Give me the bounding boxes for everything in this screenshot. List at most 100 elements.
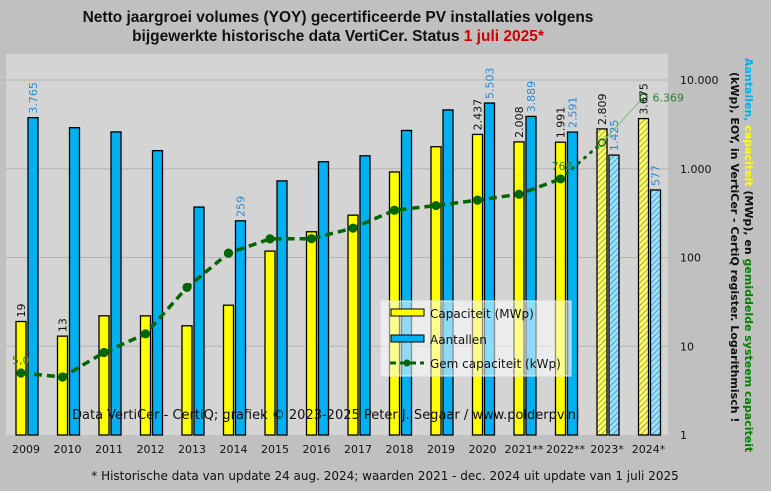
- x-tick-label: 2011: [95, 443, 123, 456]
- data-label: 3.675: [638, 83, 651, 115]
- avg-line-dotted-segment: [559, 141, 604, 181]
- credit-text: Data VertiCer - CertiQ; grafiek © 2023-2…: [72, 408, 580, 423]
- bar-capacity-2010: [56, 335, 69, 436]
- data-label: 259: [235, 196, 248, 217]
- avg-marker: [389, 205, 400, 215]
- x-tick-label: 2009: [12, 443, 40, 456]
- x-tick-label: 2010: [54, 443, 82, 456]
- data-label: 2.437: [472, 99, 485, 131]
- bar-count-2018: [400, 129, 413, 436]
- avg-line-thin-segment: [601, 97, 644, 143]
- legend-swatch-capacity: [390, 308, 425, 317]
- y-axis-ticks: 1 10 100 1.000 10.000: [680, 74, 719, 442]
- y-axis-title-line2: (kWp), EOY, in VertiCer - CertiQ registe…: [728, 72, 741, 422]
- bars: [15, 102, 662, 436]
- x-tick-label: 2012: [137, 443, 165, 456]
- x-tick-label: 2018: [386, 443, 414, 456]
- avg-marker: [140, 329, 151, 339]
- data-label: 3.765: [27, 82, 40, 114]
- bar-capacity-2016: [305, 231, 318, 436]
- avg-marker: [555, 174, 566, 184]
- bar-capacity-2024*: [637, 117, 650, 436]
- bar-count-2023*: [608, 154, 620, 436]
- chart-title-line2-text: bijgewerkte historische data VertiCer. S…: [132, 28, 464, 45]
- bar-capacity-2015: [264, 250, 276, 436]
- y-axis-title-line1: Aantallen, capaciteit (MWp), en gemiddel…: [742, 58, 755, 452]
- bar-count-2017: [359, 155, 371, 436]
- avg-marker: [597, 138, 607, 147]
- bar-capacity-2022**: [554, 141, 567, 436]
- data-label: 577: [650, 165, 663, 186]
- bar-capacity-2019: [430, 146, 442, 436]
- data-label: 2.008: [513, 106, 526, 138]
- bar-capacity-2013: [181, 325, 193, 436]
- y-tick-label: 1: [680, 429, 687, 442]
- chart-title-status-date: 1 juli 2025*: [464, 28, 545, 45]
- avg-marker: [16, 368, 26, 378]
- y-tick-label: 1.000: [680, 163, 712, 176]
- y-title-part-avg: gemiddelde systeem capaciteit: [742, 259, 755, 453]
- avg-line-segment: [20, 177, 562, 379]
- data-label: 3.889: [525, 81, 538, 113]
- y-tick-label: 100: [680, 252, 701, 265]
- bar-capacity-2009: [15, 320, 27, 436]
- bar-capacity-2023*: [596, 128, 608, 436]
- y-title-part-count: Aantallen,: [742, 58, 755, 125]
- avg-marker: [431, 200, 441, 211]
- avg-marker: [223, 248, 234, 258]
- x-tick-label: 2014: [220, 443, 248, 456]
- bar-count-2013: [193, 206, 205, 436]
- avg-marker: [306, 234, 317, 244]
- x-tick-label: 2019: [427, 443, 455, 456]
- avg-marker: [472, 195, 483, 205]
- bar-count-2020: [483, 102, 496, 436]
- bar-count-2019: [442, 109, 454, 436]
- x-tick-label: 2023*: [590, 443, 624, 456]
- legend-label-capacity: Capaciteit (MWp): [430, 307, 534, 321]
- x-tick-label: 2016: [303, 443, 331, 456]
- bar-count-2010: [68, 127, 81, 436]
- chart-title-line1: Netto jaargroei volumes (YOY) gecertific…: [83, 9, 594, 26]
- legend-marker-avg: [403, 359, 411, 367]
- avg-capacity-line: [16, 93, 648, 382]
- data-label: 2.809: [596, 93, 609, 125]
- legend: Capaciteit (MWp) Aantallen Gem capacitei…: [380, 300, 572, 377]
- chart-title-line2: bijgewerkte historische data VertiCer. S…: [132, 28, 545, 45]
- x-axis-ticks: 2009 2010 2011 2012 2013 2014 2015 2016 2017 2018…: [12, 443, 666, 456]
- data-label: 2.591: [567, 97, 580, 129]
- y-title-part-units: (MWp), en: [742, 190, 755, 258]
- data-label: 19: [15, 304, 28, 318]
- avg-data-label: 6.369: [653, 91, 685, 104]
- bar-count-2011: [110, 131, 122, 436]
- y-tick-label: 10.000: [680, 74, 719, 87]
- avg-data-label: 5,0: [12, 354, 30, 367]
- bar-count-2016: [317, 161, 330, 436]
- bar-count-2014: [234, 220, 247, 436]
- bar-count-2024*: [649, 189, 662, 436]
- x-tick-label: 2015: [261, 443, 289, 456]
- x-tick-label: 2024*: [632, 443, 666, 456]
- bar-capacity-2011: [98, 315, 110, 436]
- avg-marker: [514, 189, 524, 199]
- avg-marker: [639, 93, 648, 102]
- bar-count-2012: [151, 149, 164, 436]
- avg-marker: [265, 234, 275, 244]
- x-tick-label: 2020: [469, 443, 497, 456]
- data-label: 1.425: [608, 120, 621, 152]
- legend-label-avg: Gem capaciteit (kWp): [430, 357, 561, 371]
- x-tick-label: 2022**: [546, 443, 585, 456]
- x-tick-label: 2021**: [505, 443, 544, 456]
- bar-capacity-2020: [471, 133, 484, 436]
- bar-capacity-2012: [139, 315, 152, 436]
- y-tick-label: 10: [680, 340, 694, 353]
- legend-label-count: Aantallen: [430, 333, 487, 347]
- avg-marker: [99, 347, 109, 358]
- avg-data-label: 768: [552, 160, 573, 173]
- bar-count-2022**: [566, 131, 579, 436]
- avg-marker: [348, 223, 358, 233]
- data-label: 13: [57, 318, 70, 332]
- data-label: 1.991: [555, 107, 568, 139]
- x-tick-label: 2013: [178, 443, 206, 456]
